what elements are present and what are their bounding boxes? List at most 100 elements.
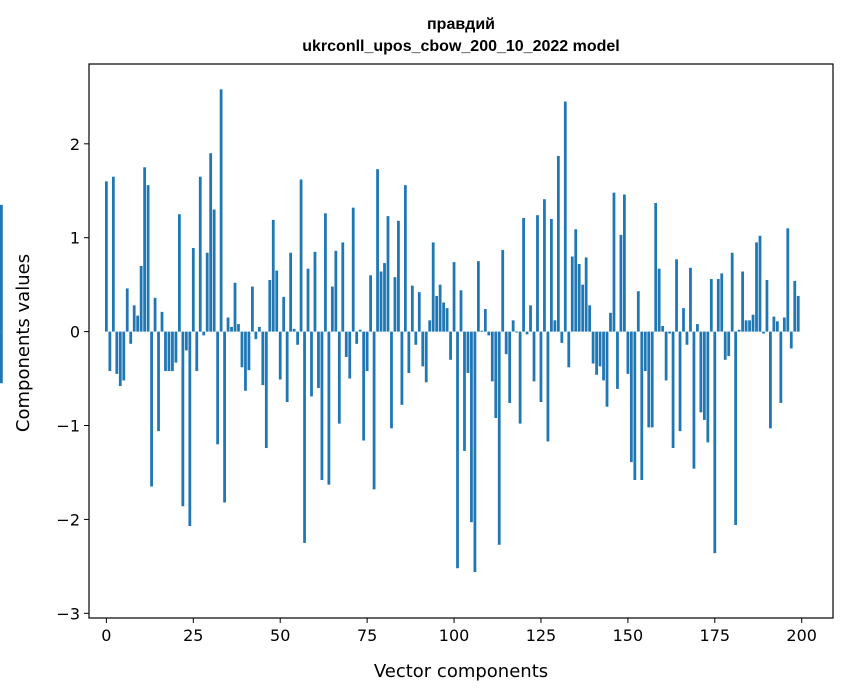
bar-26: [195, 331, 199, 372]
bar-114: [501, 249, 505, 332]
bar-100: [452, 262, 456, 332]
bar-163: [671, 331, 675, 449]
bar-109: [483, 309, 487, 332]
bar-181: [734, 331, 738, 526]
bar-12: [146, 185, 150, 332]
bar-93: [428, 320, 432, 332]
bar-153: [636, 291, 640, 332]
bar-106: [473, 331, 477, 572]
bar-172: [702, 331, 706, 420]
bar-96: [438, 284, 442, 332]
bar-189: [762, 331, 765, 334]
bar-7: [129, 331, 133, 344]
bar-32: [216, 331, 220, 445]
bar-193: [775, 321, 779, 332]
bar-38: [237, 324, 240, 332]
y-tick-label: −2: [56, 510, 80, 529]
bar-46: [264, 331, 268, 449]
x-tick-label: 175: [700, 626, 731, 645]
bar-133: [567, 331, 571, 368]
bar-9: [136, 315, 140, 332]
bar-8: [132, 305, 136, 332]
bar-157: [650, 331, 654, 428]
bar-53: [289, 252, 293, 332]
bar-195: [782, 317, 786, 332]
bar-15: [157, 331, 160, 432]
x-tick-label: 75: [357, 626, 377, 645]
bar-64: [327, 331, 331, 485]
bar-67: [337, 331, 341, 424]
bar-48: [271, 219, 275, 332]
bar-144: [605, 331, 609, 407]
bar-22: [181, 331, 185, 507]
bar-49: [275, 270, 279, 332]
y-tick-label: 2: [70, 135, 80, 154]
bar-169: [692, 331, 696, 469]
bar-130: [556, 156, 560, 332]
bar-66: [334, 250, 338, 332]
bar-41: [247, 331, 251, 371]
bar-170: [696, 324, 699, 332]
bar-10: [139, 265, 143, 332]
bar-36: [230, 326, 233, 332]
bar-74: [362, 331, 366, 441]
bar-2: [111, 176, 115, 332]
bar-179: [727, 331, 731, 357]
bar-31: [212, 209, 216, 332]
bar-190: [765, 279, 769, 332]
bar-125: [539, 331, 543, 403]
bar-95: [435, 295, 439, 332]
bar-127: [546, 331, 550, 442]
bar-73: [358, 329, 362, 332]
bar-24: [188, 331, 192, 526]
bar-176: [716, 279, 720, 332]
bar-142: [598, 331, 602, 367]
bar-180: [730, 252, 734, 332]
bar-85: [400, 331, 404, 405]
bar-54: [292, 328, 296, 332]
bar-135: [574, 229, 578, 332]
bar-35: [226, 317, 230, 332]
bar-89: [414, 331, 418, 345]
bar-121: [525, 331, 529, 335]
bar-145: [609, 312, 612, 332]
x-axis-label: Vector components: [374, 661, 548, 682]
bar-161: [664, 331, 668, 381]
bar-91: [421, 331, 425, 367]
bar-149: [623, 194, 626, 332]
bar-187: [755, 242, 758, 332]
bar-103: [463, 331, 466, 451]
bar-198: [793, 280, 797, 332]
bar-141: [595, 331, 598, 375]
bar-20: [174, 331, 178, 363]
bar-44: [257, 326, 261, 332]
bar-88: [410, 285, 414, 332]
bar-140: [591, 331, 595, 364]
bar-29: [205, 252, 209, 332]
chart-title-line1: правдий: [427, 16, 495, 33]
bar-115: [504, 331, 508, 355]
bar-182: [737, 329, 741, 332]
bar-136: [577, 264, 581, 332]
bar-116: [508, 331, 512, 403]
bar-21: [178, 214, 181, 332]
bar-119: [518, 331, 522, 424]
bar-40: [244, 331, 247, 391]
bar-191: [769, 331, 772, 429]
bar-90: [417, 292, 421, 332]
bar-13: [150, 331, 153, 487]
bar-175: [713, 331, 717, 554]
bar-108: [480, 330, 484, 332]
bar-undefined: [0, 204, 3, 332]
bar-70: [348, 331, 352, 379]
bar-79: [379, 271, 383, 332]
bar-56: [299, 179, 303, 332]
bar-68: [341, 242, 345, 332]
bar-107: [476, 261, 480, 332]
bar-52: [285, 331, 289, 403]
bar-155: [643, 331, 647, 372]
bar-122: [529, 305, 532, 332]
bar-186: [751, 314, 755, 332]
bar-150: [626, 331, 630, 374]
bar-160: [661, 325, 665, 332]
